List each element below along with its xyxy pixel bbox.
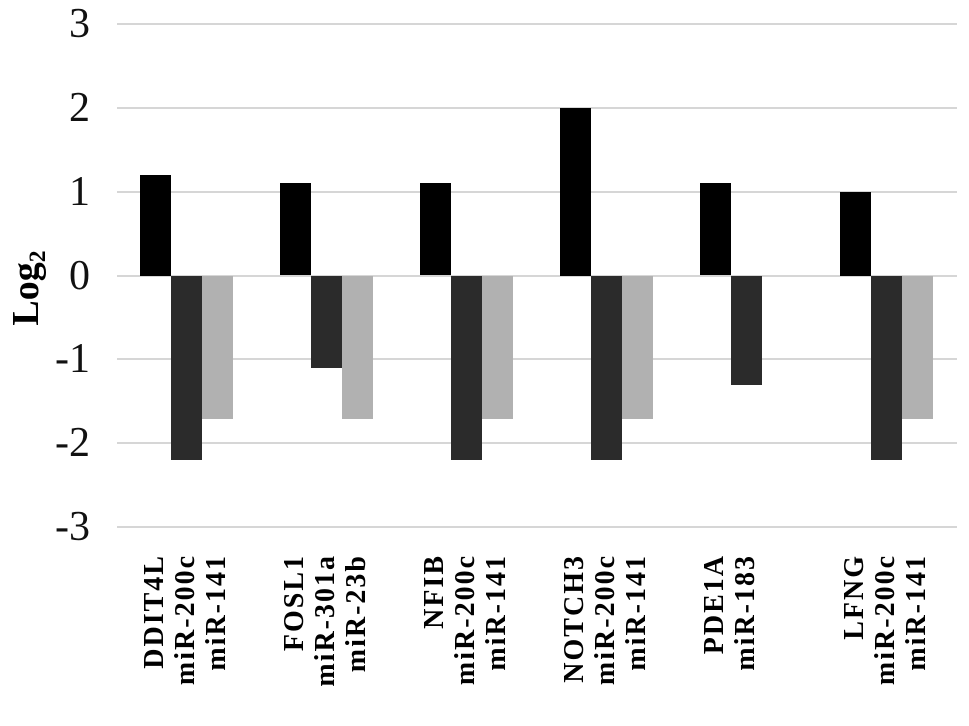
- bar: [622, 276, 653, 419]
- gridline: [117, 442, 957, 444]
- bar: [171, 276, 202, 460]
- x-axis-label: miR-23b: [341, 554, 372, 673]
- x-axis-label: FOSL1: [279, 554, 310, 652]
- y-axis-tick-label: -1: [55, 336, 90, 382]
- x-axis-label: miR-141: [201, 554, 232, 671]
- bar: [840, 192, 871, 276]
- bar: [482, 276, 513, 419]
- x-axis-label: NFIB: [419, 554, 450, 629]
- gridline: [117, 275, 957, 277]
- x-axis-label: miR-200c: [590, 554, 621, 686]
- x-axis-labels: DDIT4L miR-200c miR-141 FOSL1 miR-301a miR-23…: [117, 0, 957, 726]
- bar: [280, 183, 311, 275]
- bar: [202, 276, 233, 419]
- y-axis-tick-label: 2: [69, 85, 90, 131]
- y-axis-tick-label: -2: [55, 420, 90, 466]
- y-axis-tick-label: 3: [69, 1, 90, 47]
- bar: [451, 276, 482, 460]
- gridline: [117, 358, 957, 360]
- x-axis-label: miR-183: [730, 554, 761, 671]
- x-axis-label: miR-200c: [870, 554, 901, 686]
- plot-area: [117, 23, 957, 528]
- bar: [140, 175, 171, 276]
- x-axis-label: DDIT4L: [139, 554, 170, 669]
- bar: [902, 276, 933, 419]
- y-axis-tick-label: -3: [55, 504, 90, 550]
- bar: [342, 276, 373, 419]
- x-axis-label: miR-141: [481, 554, 512, 671]
- bar: [700, 183, 731, 275]
- x-axis-label: miR-141: [901, 554, 932, 671]
- bar: [420, 183, 451, 275]
- x-axis-label: PDE1A: [699, 554, 730, 655]
- bar: [591, 276, 622, 460]
- x-axis-label: miR-301a: [310, 554, 341, 687]
- x-axis-label: NOTCH3: [559, 554, 590, 683]
- gridline: [117, 526, 957, 528]
- x-axis-label: miR-200c: [450, 554, 481, 686]
- y-axis-ticks: 3 2 1 0 -1 -2 -3: [0, 0, 100, 726]
- bar: [560, 108, 591, 276]
- y-axis-tick-label: 0: [69, 253, 90, 299]
- x-axis-label: LFNG: [839, 554, 870, 640]
- bar: [311, 276, 342, 368]
- gridline: [117, 23, 957, 25]
- bar: [731, 276, 762, 385]
- y-axis-tick-label: 1: [69, 169, 90, 215]
- gridline: [117, 191, 957, 193]
- x-axis-label: miR-200c: [170, 554, 201, 686]
- x-axis-label: miR-141: [621, 554, 652, 671]
- bar: [871, 276, 902, 460]
- gridline: [117, 107, 957, 109]
